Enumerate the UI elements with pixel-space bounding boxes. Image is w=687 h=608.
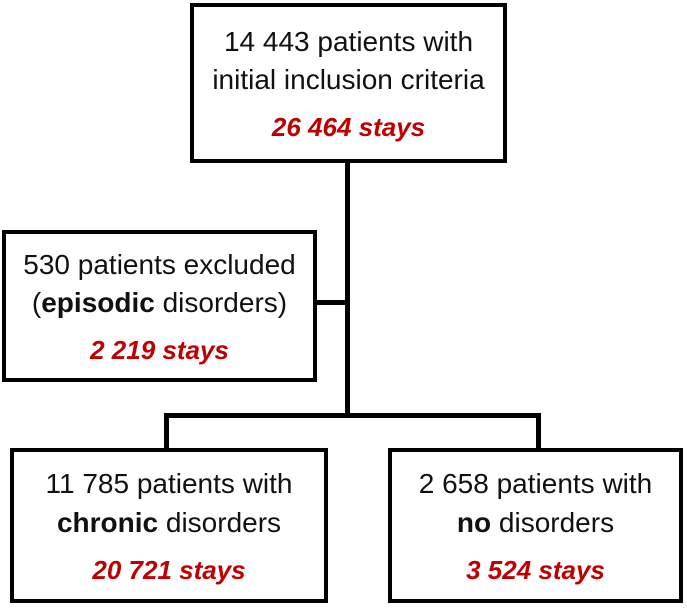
node-chronic-text: 11 785 patients with chronic disorders	[46, 465, 293, 541]
node-excluded-text: 530 patients excluded (episodic disorder…	[23, 246, 295, 322]
node-initial-line1: 14 443 patients with	[223, 25, 474, 57]
node-initial-inclusion: 14 443 patients with initial inclusion c…	[190, 3, 507, 163]
node-chronic-line1: 11 785 patients with	[45, 468, 293, 500]
node-chronic-disorders: 11 785 patients with chronic disorders 2…	[10, 448, 328, 603]
connector-excluded-branch	[315, 300, 347, 305]
node-excluded-stays: 2 219 stays	[90, 335, 229, 366]
node-none-line2-post: disorders	[491, 506, 615, 538]
connector-left-drop	[164, 413, 169, 448]
connector-right-drop	[536, 413, 541, 448]
node-excluded-line2-post: disorders)	[154, 287, 288, 318]
node-excluded-line1: 530 patients excluded	[23, 248, 296, 280]
node-excluded-line2-bold: episodic	[41, 287, 155, 318]
node-none-line1: 2 658 patients with	[418, 468, 653, 500]
node-initial-stays: 26 464 stays	[271, 112, 426, 143]
node-none-line2-bold: no	[456, 506, 492, 538]
node-excluded: 530 patients excluded (episodic disorder…	[2, 230, 317, 382]
node-no-disorders: 2 658 patients with no disorders 3 524 s…	[388, 448, 683, 603]
node-initial-line2-pre: initial inclusion criteria	[212, 64, 485, 95]
connector-main-vertical	[345, 160, 350, 418]
connector-split-horizontal	[164, 413, 541, 418]
node-chronic-line2-bold: chronic	[56, 506, 159, 538]
node-initial-text: 14 443 patients with initial inclusion c…	[212, 23, 484, 99]
node-chronic-line2-post: disorders	[158, 506, 282, 538]
node-excluded-line2-pre: (	[31, 287, 42, 318]
node-none-stays: 3 524 stays	[466, 554, 605, 585]
node-chronic-stays: 20 721 stays	[92, 554, 246, 585]
node-none-text: 2 658 patients with no disorders	[419, 465, 653, 541]
